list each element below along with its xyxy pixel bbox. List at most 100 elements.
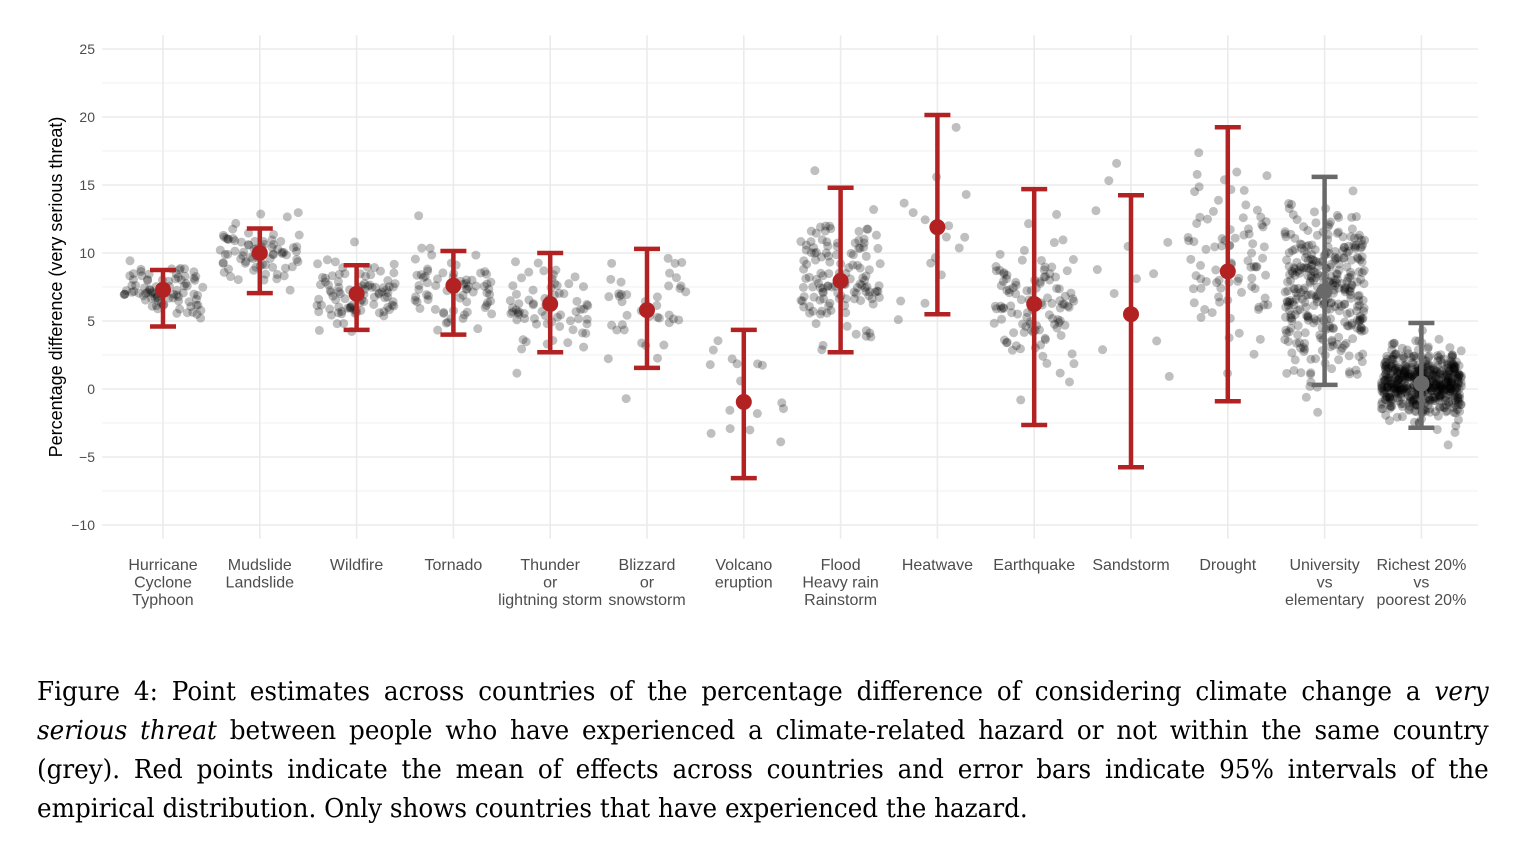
error-bars — [150, 112, 1435, 481]
country-point — [233, 275, 243, 285]
country-point — [854, 226, 864, 236]
country-point — [1380, 361, 1390, 371]
country-point — [578, 282, 588, 292]
country-point — [1208, 206, 1218, 216]
country-point — [188, 307, 198, 317]
country-point — [1447, 384, 1457, 394]
country-point — [1446, 377, 1456, 387]
country-point — [1301, 290, 1311, 300]
country-point — [1309, 207, 1319, 217]
country-point — [1385, 403, 1395, 413]
country-point — [140, 295, 150, 305]
country-point — [826, 224, 836, 234]
country-point — [1409, 395, 1419, 405]
country-point — [841, 294, 851, 304]
country-point — [175, 263, 185, 273]
country-point — [808, 282, 818, 292]
country-point — [178, 288, 188, 298]
country-point — [1217, 241, 1227, 251]
country-point — [1445, 343, 1455, 353]
error-bar-group — [537, 250, 564, 355]
country-point — [1246, 262, 1256, 272]
country-point — [146, 288, 156, 298]
country-point — [1450, 378, 1460, 388]
country-point — [1326, 298, 1336, 308]
x-category-label: Drought — [1199, 557, 1256, 574]
country-point — [143, 275, 153, 285]
country-point — [1339, 299, 1349, 309]
country-point — [1297, 240, 1307, 250]
x-category-label-line: Wildfire — [330, 557, 383, 574]
country-point — [1387, 345, 1397, 355]
country-point — [1303, 271, 1313, 281]
country-point — [182, 308, 192, 318]
country-point — [1300, 328, 1310, 338]
country-point — [330, 257, 340, 267]
country-point — [1379, 360, 1389, 370]
country-point — [1002, 270, 1012, 280]
country-point — [811, 228, 821, 238]
country-point — [1400, 361, 1410, 371]
country-point — [412, 297, 422, 307]
country-point — [1395, 365, 1405, 375]
country-point — [1429, 368, 1439, 378]
country-point — [1004, 285, 1014, 295]
country-point — [1281, 232, 1291, 242]
country-point — [230, 236, 240, 246]
x-category-label: Wildfire — [330, 557, 383, 574]
country-point — [815, 283, 825, 293]
country-point — [517, 273, 527, 283]
country-point — [1230, 233, 1240, 243]
country-point — [1437, 382, 1447, 392]
country-point — [1152, 336, 1162, 346]
country-point — [1449, 368, 1459, 378]
country-point — [1216, 283, 1226, 293]
country-point — [363, 281, 373, 291]
country-point — [175, 304, 185, 314]
country-point — [1448, 403, 1458, 413]
country-point — [127, 287, 137, 297]
country-point — [865, 328, 875, 338]
country-point — [1380, 364, 1390, 374]
country-point — [1355, 325, 1365, 335]
country-point — [1306, 354, 1316, 364]
country-point — [1296, 343, 1306, 353]
country-point — [1341, 338, 1351, 348]
country-point — [896, 296, 906, 306]
country-point — [1329, 278, 1339, 288]
country-point — [375, 266, 385, 276]
country-point — [228, 224, 238, 234]
country-point — [1383, 382, 1393, 392]
country-point — [612, 325, 622, 335]
country-point — [1301, 302, 1311, 312]
country-point — [1293, 291, 1303, 301]
country-point — [1389, 338, 1399, 348]
country-point — [1435, 403, 1445, 413]
country-point — [899, 198, 909, 208]
country-point — [1004, 288, 1014, 298]
country-point — [462, 297, 472, 307]
country-point — [1342, 248, 1352, 258]
country-point — [1432, 378, 1442, 388]
country-point — [198, 282, 208, 292]
country-point — [870, 287, 880, 297]
country-point — [1436, 386, 1446, 396]
country-point — [293, 208, 303, 218]
country-point — [1351, 240, 1361, 250]
country-point — [1446, 356, 1456, 366]
country-point — [1059, 299, 1069, 309]
country-point — [1347, 320, 1357, 330]
country-point — [1289, 300, 1299, 310]
country-point — [1400, 368, 1410, 378]
x-category-label-line: Blizzard — [619, 557, 676, 574]
country-point — [732, 359, 742, 369]
country-point — [1377, 384, 1387, 394]
country-point — [1378, 388, 1388, 398]
country-point — [438, 268, 448, 278]
country-point — [818, 283, 828, 293]
country-point — [1285, 296, 1295, 306]
country-point — [825, 221, 835, 231]
country-point — [1336, 301, 1346, 311]
country-point — [753, 359, 763, 369]
caption-text-2: between people who have experienced a cl… — [37, 715, 1489, 824]
